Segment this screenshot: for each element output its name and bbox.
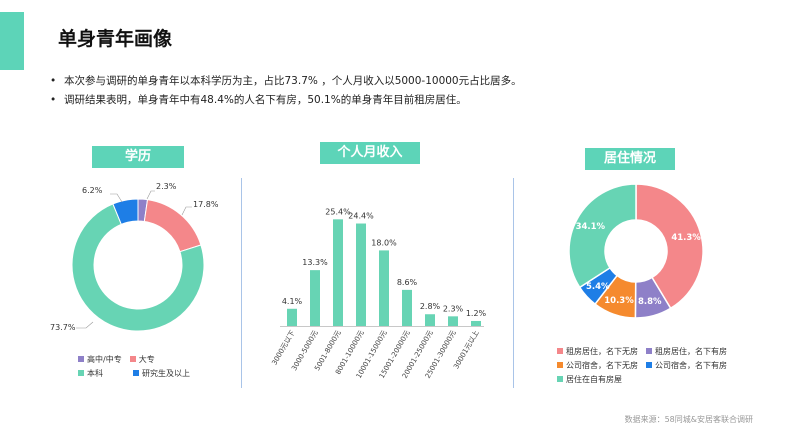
income-bar-label: 2.8%: [420, 302, 441, 311]
legend-item-dorm-has-house: 公司宿舍，名下有房: [646, 360, 727, 371]
legend-item-graduate: 研究生及以上: [133, 368, 190, 379]
legend-item-rent-no-house: 租房居住，名下无房: [557, 346, 638, 357]
education-leader-line: [110, 193, 123, 203]
housing-slice-label: 41.3%: [671, 233, 701, 243]
education-slice-label: 17.8%: [193, 200, 219, 209]
legend-label: 公司宿舍，名下有房: [655, 360, 727, 370]
income-bar: [425, 314, 435, 326]
legend-label: 研究生及以上: [142, 368, 190, 378]
panel-divider-left: [241, 178, 242, 388]
legend-label: 居住在自有房屋: [566, 374, 622, 384]
legend-item-dorm-no-house: 公司宿舍，名下无房: [557, 360, 638, 371]
income-bar-label: 18.0%: [371, 238, 397, 247]
legend-swatch: [557, 348, 563, 354]
income-tick-label: 3000元以下: [270, 329, 296, 367]
education-slice: [112, 198, 139, 225]
education-slice-label: 2.3%: [156, 182, 177, 191]
legend-label: 大专: [138, 354, 155, 364]
legend-label: 租房居住，名下有房: [655, 346, 727, 356]
income-bar-label: 4.1%: [282, 297, 303, 306]
education-chart-title: 学历: [92, 146, 184, 168]
housing-slice-label: 10.3%: [604, 296, 634, 306]
income-bar-label: 1.2%: [466, 309, 487, 318]
income-bar-label: 8.6%: [397, 278, 418, 287]
housing-slice-label: 5.4%: [586, 282, 610, 292]
income-bar-label: 25.4%: [325, 207, 351, 216]
legend-item-bachelor: 本科: [78, 368, 103, 379]
panel-divider-right: [513, 178, 514, 388]
legend-swatch: [129, 356, 136, 362]
summary-bullet-1: 本次参与调研的单身青年以本科学历为主，占比73.7% ，个人月收入以5000-1…: [50, 72, 780, 91]
legend-swatch: [78, 370, 84, 376]
income-bar: [333, 219, 343, 326]
education-leader-line: [146, 190, 155, 200]
education-leader-line: [76, 321, 94, 329]
income-bar: [448, 316, 458, 326]
income-bar: [287, 308, 297, 326]
legend-swatch: [557, 376, 563, 382]
legend-item-highschool: 高中/中专: [78, 354, 122, 365]
education-slice-label: 73.7%: [50, 323, 76, 332]
income-bar-label: 24.4%: [348, 212, 374, 221]
legend-label: 公司宿舍，名下无房: [566, 360, 638, 370]
housing-chart-title: 居住情况: [585, 148, 675, 170]
housing-slice: [568, 183, 637, 289]
education-slice: [71, 203, 205, 332]
legend-swatch: [133, 370, 139, 376]
income-bar: [310, 270, 320, 326]
legend-item-own-house: 居住在自有房屋: [557, 374, 622, 385]
housing-slice-label: 8.8%: [638, 297, 662, 307]
legend-swatch: [646, 348, 652, 354]
legend-item-rent-has-house: 租房居住，名下有房: [646, 346, 727, 357]
income-bar: [402, 289, 412, 326]
legend-swatch: [78, 356, 84, 362]
income-bar: [471, 320, 481, 326]
title-accent-bar: [0, 12, 24, 70]
income-chart-title: 个人月收入: [320, 142, 420, 164]
data-source-footer: 数据来源：58同城&安居客联合调研: [624, 415, 753, 424]
summary-bullet-2: 调研结果表明，单身青年中有48.4%的人名下有房，50.1%的单身青年目前租房居…: [50, 91, 780, 110]
legend-label: 租房居住，名下无房: [566, 346, 638, 356]
income-bar-label: 2.3%: [443, 304, 464, 313]
education-legend: 高中/中专 大专 本科 研究生及以上: [78, 352, 198, 380]
legend-item-college: 大专: [129, 354, 155, 365]
education-slice-label: 6.2%: [82, 186, 103, 195]
income-bar: [356, 223, 366, 326]
page-title: 单身青年画像: [58, 28, 173, 50]
legend-label: 高中/中专: [87, 354, 122, 364]
legend-swatch: [557, 362, 563, 368]
income-bar: [379, 250, 389, 326]
housing-legend: 租房居住，名下无房 租房居住，名下有房 公司宿舍，名下无房 公司宿舍，名下有房 …: [557, 344, 735, 386]
income-bar-label: 13.3%: [302, 258, 328, 267]
education-leader-line: [181, 206, 192, 216]
housing-slice-label: 34.1%: [576, 222, 606, 232]
summary-bullets: 本次参与调研的单身青年以本科学历为主，占比73.7% ，个人月收入以5000-1…: [50, 72, 780, 110]
legend-swatch: [646, 362, 652, 368]
legend-label: 本科: [87, 368, 103, 378]
